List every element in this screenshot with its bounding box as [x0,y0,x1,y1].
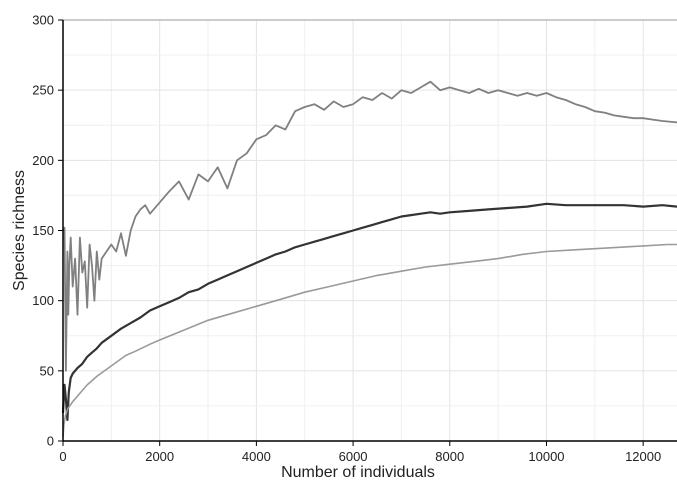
y-tick-label: 0 [47,434,54,449]
axes [58,19,677,446]
x-tick-label: 8000 [435,449,464,464]
series-lines [61,80,677,437]
x-tick-label: 12000 [625,449,661,464]
y-tick-label: 200 [32,153,54,168]
tick-labels: 0 2000 4000 6000 8000 10000 12000 0 50 100 150 200 2… [32,13,661,465]
y-tick-label: 250 [32,83,54,98]
x-tick-label: 4000 [242,449,271,464]
grid [63,20,677,441]
x-tick-label: 2000 [145,449,174,464]
series-line-3 [62,243,677,437]
y-tick-label: 300 [32,13,54,28]
y-tick-label: 100 [32,293,54,308]
axis-titles: Number of individuals Species richness [11,170,435,481]
x-axis-title: Number of individuals [281,464,435,481]
y-axis-title: Species richness [11,170,28,291]
x-tick-label: 6000 [339,449,368,464]
y-tick-label: 50 [40,363,54,378]
series-line-2 [61,202,677,421]
y-tick-label: 150 [32,223,54,238]
x-tick-label: 0 [59,449,66,464]
series-line-1 [62,80,677,372]
x-tick-label: 10000 [528,449,564,464]
